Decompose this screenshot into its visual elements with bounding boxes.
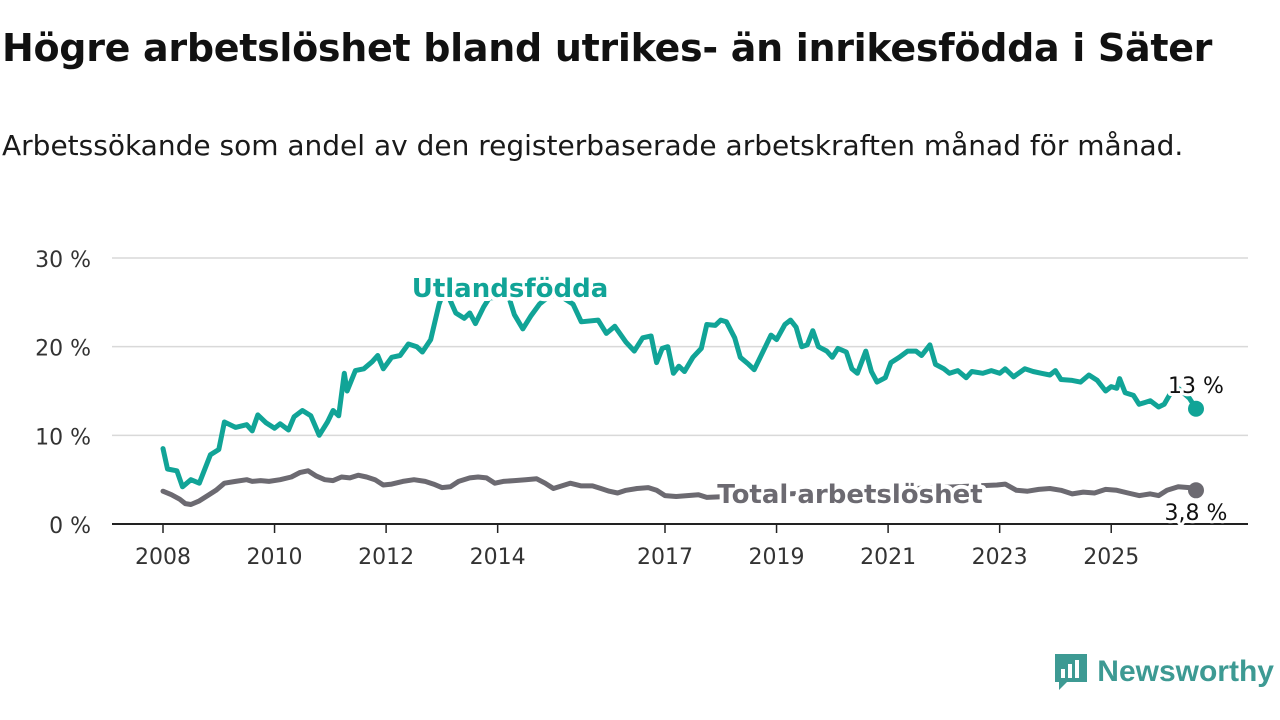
series-end-label: 13 % xyxy=(1168,374,1224,399)
y-axis-labels: 0 % 10 % 20 % 30 % xyxy=(35,248,91,539)
y-tick-label: 20 % xyxy=(35,337,91,362)
series-line-0 xyxy=(160,286,1199,490)
brand-name: Newsworthy xyxy=(1097,655,1274,688)
series-end-point-0 xyxy=(1188,400,1204,417)
series-name-label: Utlandsfödda xyxy=(412,274,609,304)
y-tick-label: 30 % xyxy=(35,248,91,273)
newsworthy-logo-icon xyxy=(1055,654,1088,690)
x-tick-label: 2017 xyxy=(637,545,693,570)
chart-title: Högre arbetslöshet bland utrikes- än inr… xyxy=(2,26,1213,70)
series-lines xyxy=(160,286,1204,507)
x-axis: 2008 2010 2012 2014 2017 2019 2021 2023 2025 xyxy=(112,523,1248,570)
x-tick-label: 2010 xyxy=(247,545,303,570)
series-end-label: 3,8 % xyxy=(1165,501,1228,526)
chart-subtitle: Arbetssökande som andel av den registerb… xyxy=(2,129,1184,162)
series-end-point-1 xyxy=(1188,482,1204,499)
x-tick-label: 2008 xyxy=(135,545,191,570)
x-tick-label: 2019 xyxy=(749,545,805,570)
y-tick-label: 0 % xyxy=(49,514,91,539)
x-tick-label: 2025 xyxy=(1083,545,1139,570)
y-tick-label: 10 % xyxy=(35,425,91,450)
series-line-1 xyxy=(160,468,1199,507)
x-tick-label: 2014 xyxy=(470,545,526,570)
grid-lines xyxy=(112,257,1248,437)
series-labels: Utlandsfödda Total arbetslöshet 13 % 3,8 % xyxy=(408,270,1231,529)
series-name-label: Total arbetslöshet xyxy=(717,480,982,510)
brand-logo: Newsworthy xyxy=(1053,652,1274,692)
x-tick-label: 2021 xyxy=(860,545,916,570)
x-tick-label: 2023 xyxy=(972,545,1028,570)
x-tick-label: 2012 xyxy=(358,545,414,570)
